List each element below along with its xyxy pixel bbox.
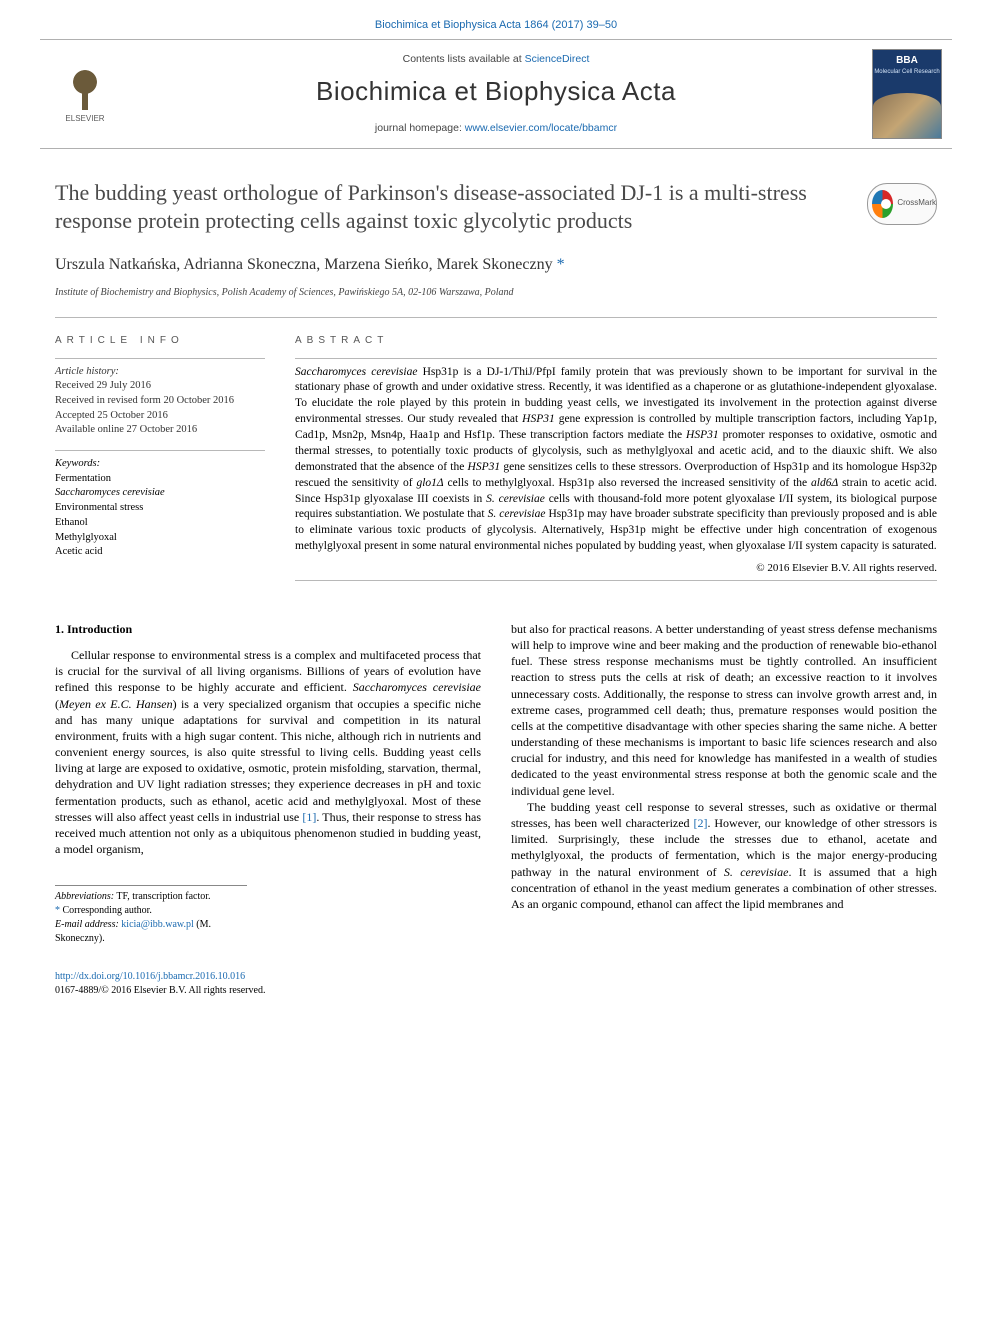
crossmark-label: CrossMark bbox=[897, 198, 936, 209]
crossmark-badge[interactable]: CrossMark bbox=[867, 183, 937, 225]
email-link[interactable]: kicia@ibb.waw.pl bbox=[119, 919, 196, 930]
article-info-heading: ARTICLE INFO bbox=[55, 334, 265, 348]
abstract-text: Saccharomyces cerevisiae Hsp31p is a DJ-… bbox=[295, 358, 937, 555]
abbrev-label: Abbreviations: bbox=[55, 891, 114, 902]
keywords-block: Keywords: Fermentation Saccharomyces cer… bbox=[55, 450, 265, 560]
contents-line: Contents lists available at ScienceDirec… bbox=[120, 52, 872, 66]
email-footnote: E-mail address: kicia@ibb.waw.pl (M. Sko… bbox=[55, 918, 247, 946]
cover-art-icon bbox=[873, 93, 941, 138]
keywords-label: Keywords: bbox=[55, 457, 265, 472]
homepage-prefix: journal homepage: bbox=[375, 122, 465, 134]
body-paragraph: but also for practical reasons. A better… bbox=[511, 621, 937, 799]
history-received: Received 29 July 2016 bbox=[55, 379, 265, 394]
keyword: Methylglyoxal bbox=[55, 531, 265, 546]
issue-citation: Biochimica et Biophysica Acta 1864 (2017… bbox=[0, 0, 992, 33]
crossmark-icon bbox=[872, 190, 893, 218]
corresponding-text: Corresponding author. bbox=[63, 905, 152, 916]
body-paragraph: Cellular response to environmental stres… bbox=[55, 647, 481, 857]
abbrev-text: TF, transcription factor. bbox=[114, 891, 211, 902]
author-list: Urszula Natkańska, Adrianna Skoneczna, M… bbox=[55, 254, 937, 276]
homepage-link[interactable]: www.elsevier.com/locate/bbamcr bbox=[465, 122, 617, 134]
affiliation: Institute of Biochemistry and Biophysics… bbox=[55, 286, 937, 300]
abstract-copyright: © 2016 Elsevier B.V. All rights reserved… bbox=[295, 561, 937, 576]
sciencedirect-link[interactable]: ScienceDirect bbox=[525, 53, 590, 65]
history-accepted: Accepted 25 October 2016 bbox=[55, 409, 265, 424]
author-names: Urszula Natkańska, Adrianna Skoneczna, M… bbox=[55, 256, 557, 273]
keyword: Saccharomyces cerevisiae bbox=[55, 486, 265, 501]
doi-link[interactable]: http://dx.doi.org/10.1016/j.bbamcr.2016.… bbox=[55, 970, 937, 984]
journal-title: Biochimica et Biophysica Acta bbox=[120, 74, 872, 109]
divider bbox=[55, 317, 937, 318]
corresponding-marker-icon: * bbox=[55, 905, 63, 916]
issn-copyright: 0167-4889/© 2016 Elsevier B.V. All right… bbox=[55, 984, 937, 998]
history-revised: Received in revised form 20 October 2016 bbox=[55, 394, 265, 409]
elsevier-logo: ELSEVIER bbox=[50, 54, 120, 134]
journal-header: ELSEVIER Contents lists available at Sci… bbox=[40, 39, 952, 149]
journal-cover-thumbnail bbox=[872, 49, 942, 139]
keyword: Ethanol bbox=[55, 516, 265, 531]
abbrev-footnote: Abbreviations: TF, transcription factor. bbox=[55, 890, 247, 904]
elsevier-tree-icon bbox=[60, 62, 110, 112]
header-center: Contents lists available at ScienceDirec… bbox=[120, 52, 872, 135]
corresponding-author-marker: * bbox=[557, 256, 565, 273]
history-label: Article history: bbox=[55, 365, 265, 380]
abstract-heading: ABSTRACT bbox=[295, 334, 937, 348]
article-title: The budding yeast orthologue of Parkinso… bbox=[55, 179, 847, 236]
body-paragraph: The budding yeast cell response to sever… bbox=[511, 799, 937, 912]
contents-prefix: Contents lists available at bbox=[403, 53, 525, 65]
introduction-heading: 1. Introduction bbox=[55, 621, 481, 637]
footnotes: Abbreviations: TF, transcription factor.… bbox=[55, 885, 247, 946]
keyword: Acetic acid bbox=[55, 545, 265, 560]
elsevier-logo-text: ELSEVIER bbox=[65, 114, 104, 125]
email-label: E-mail address: bbox=[55, 919, 119, 930]
keyword: Fermentation bbox=[55, 472, 265, 487]
homepage-line: journal homepage: www.elsevier.com/locat… bbox=[120, 121, 872, 135]
divider bbox=[295, 580, 937, 581]
page-footer: http://dx.doi.org/10.1016/j.bbamcr.2016.… bbox=[55, 970, 937, 997]
keyword: Environmental stress bbox=[55, 501, 265, 516]
history-online: Available online 27 October 2016 bbox=[55, 423, 265, 438]
corresponding-footnote: * Corresponding author. bbox=[55, 904, 247, 918]
article-history: Article history: Received 29 July 2016 R… bbox=[55, 358, 265, 438]
